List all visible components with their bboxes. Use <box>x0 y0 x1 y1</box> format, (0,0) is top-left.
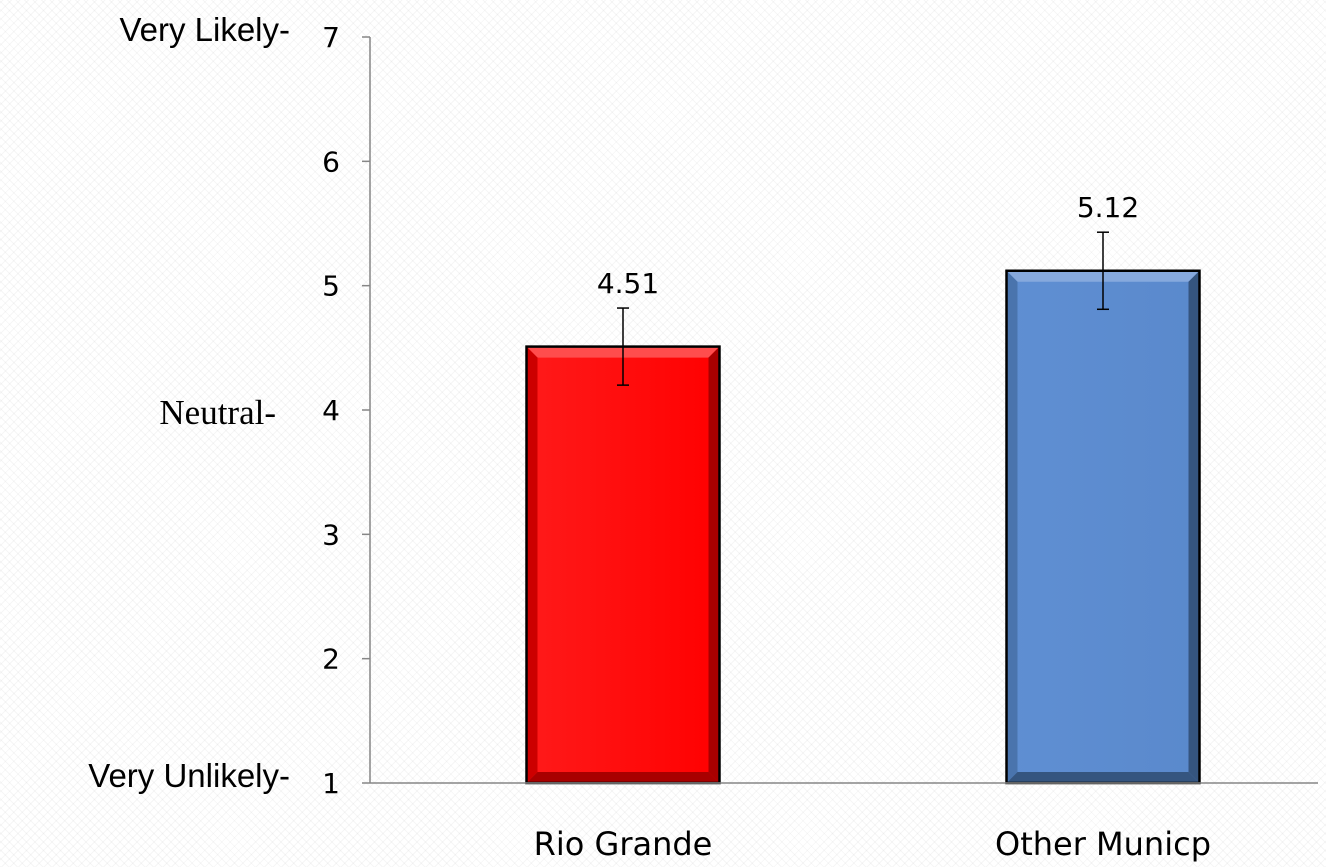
bar-body <box>526 346 720 783</box>
label-layer: Very Likely- Neutral- Very Unlikely- 4.51 Ri… <box>88 11 1211 863</box>
bar-bevel-right <box>1188 270 1200 783</box>
bar-bevel-bottom <box>526 772 720 783</box>
error-bar <box>617 307 629 386</box>
y-tick-label: 1 <box>322 767 340 800</box>
bars-layer <box>525 231 1201 785</box>
y-tick-label: 7 <box>322 21 340 54</box>
scale-anchor-label: Very Likely- <box>119 11 290 48</box>
y-tick-label: 6 <box>322 145 340 178</box>
scale-anchor-label: Very Unlikely- <box>88 757 290 794</box>
y-tick-label: 2 <box>322 643 340 676</box>
axis-layer: 1 2 3 4 5 6 7 <box>322 21 1318 800</box>
y-tick-label: 3 <box>322 518 340 551</box>
bar-other-municp <box>1005 269 1201 785</box>
data-label: 5.12 <box>1077 191 1139 224</box>
bar-bevel-left <box>526 346 538 783</box>
y-tick-label: 4 <box>322 394 340 427</box>
error-bar <box>1097 231 1109 311</box>
x-category-label: Rio Grande <box>534 825 713 863</box>
x-category-label: Other Municp <box>995 825 1211 863</box>
bar-bevel-left <box>1006 270 1018 783</box>
y-tick-label: 5 <box>322 270 340 303</box>
bar-body <box>1006 270 1200 783</box>
bar-rio-grande <box>525 345 721 785</box>
bar-bevel-right <box>708 346 720 783</box>
scale-anchor-label: Neutral- <box>159 393 276 432</box>
bar-bevel-bottom <box>1006 772 1200 783</box>
data-label: 4.51 <box>597 267 659 300</box>
